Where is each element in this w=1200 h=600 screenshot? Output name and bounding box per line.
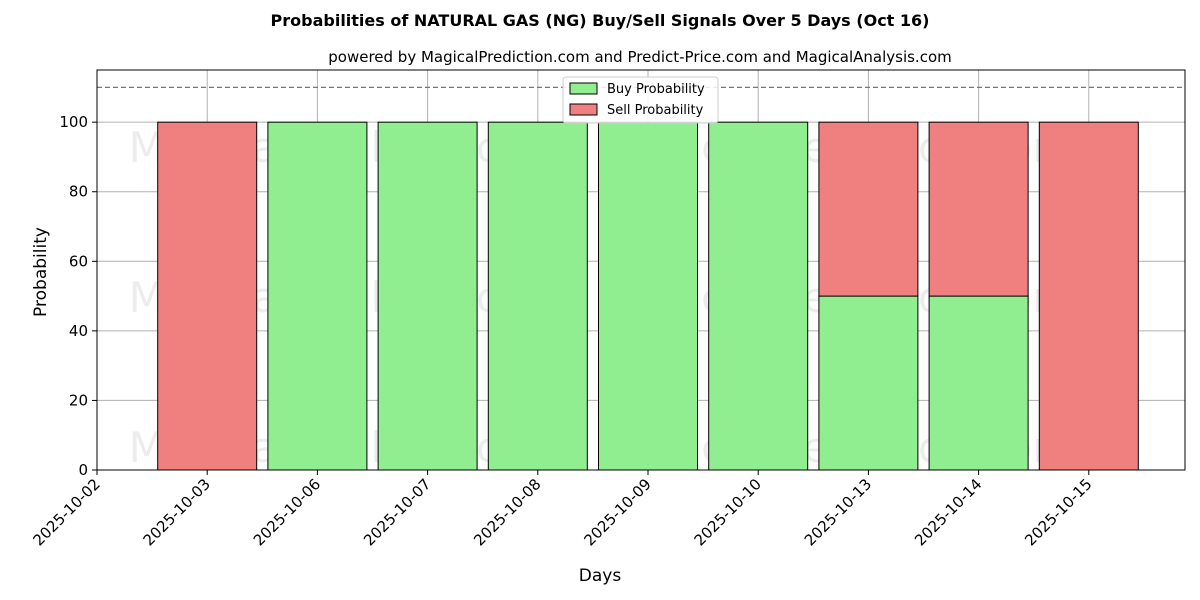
y-tick-label: 0 <box>78 461 88 479</box>
buy-bar-2025-10-13 <box>818 295 919 471</box>
buy-bar-2025-10-10 <box>708 121 809 471</box>
buy-bar-2025-10-08 <box>487 121 588 471</box>
x-tick-label: 2025-10-09 <box>580 475 654 549</box>
y-tick-label: 100 <box>59 113 88 131</box>
plot-frame <box>96 69 1186 471</box>
x-tick-label: 2025-10-14 <box>911 475 985 549</box>
chart-subtitle: powered by MagicalPrediction.com and Pre… <box>328 48 952 66</box>
sell-bar-2025-10-13 <box>818 121 919 297</box>
x-tick-label: 2025-10-13 <box>801 475 875 549</box>
x-ticks: 2025-10-02 2025-10-03 2025-10-06 2025-10-07… <box>29 470 1096 549</box>
x-tick-label: 2025-10-02 <box>29 475 103 549</box>
x-tick-label: 2025-10-15 <box>1021 475 1095 549</box>
x-tick-label: 2025-10-03 <box>140 475 214 549</box>
buy-bar-2025-10-06 <box>267 121 368 471</box>
legend: Buy Probability Sell Probability <box>562 76 719 124</box>
buy-bar-2025-10-09 <box>598 121 698 471</box>
y-tick-label: 20 <box>69 391 88 409</box>
x-tick-label: 2025-10-07 <box>360 475 434 549</box>
sell-bar-2025-10-03 <box>157 121 258 471</box>
legend-label-buy: Buy Probability <box>607 82 705 97</box>
legend-swatch-sell <box>569 103 598 116</box>
buy-bar-2025-10-14 <box>928 295 1029 471</box>
x-axis-label: Days <box>579 566 622 586</box>
y-tick-label: 40 <box>69 322 88 340</box>
y-ticks: 0 20 40 60 80 100 <box>59 113 97 479</box>
x-tick-label: 2025-10-06 <box>250 475 324 549</box>
buy-bar-2025-10-07 <box>377 121 478 471</box>
y-axis-label: Probability <box>31 227 51 317</box>
sell-bar-2025-10-14 <box>928 121 1029 297</box>
y-tick-label: 60 <box>69 252 88 270</box>
sell-bar-2025-10-15 <box>1038 121 1139 471</box>
legend-label-sell: Sell Probability <box>607 103 704 118</box>
x-tick-label: 2025-10-08 <box>470 475 544 549</box>
x-tick-label: 2025-10-10 <box>691 475 765 549</box>
chart-title: Probabilities of NATURAL GAS (NG) Buy/Se… <box>271 11 930 30</box>
legend-box <box>562 76 719 124</box>
y-tick-label: 80 <box>69 183 88 201</box>
legend-swatch-buy <box>569 82 598 95</box>
bars <box>157 121 1139 471</box>
